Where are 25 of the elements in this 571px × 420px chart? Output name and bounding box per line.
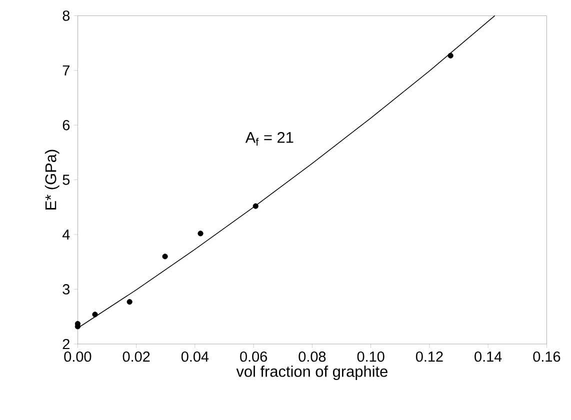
y-tick-label: 6 bbox=[62, 120, 70, 130]
y-tick-label: 3 bbox=[62, 284, 70, 294]
y-tick-label: 5 bbox=[62, 174, 70, 185]
annotation: A$_{f}$ = 21 bbox=[245, 132, 294, 146]
y-tick-label: 8 bbox=[62, 10, 70, 21]
point bbox=[198, 230, 204, 236]
x-tick-label: 0.00 bbox=[64, 352, 92, 362]
x-tick-label: 0.16 bbox=[533, 352, 560, 362]
x-tick-label: 0.02 bbox=[122, 352, 150, 362]
x-tick-label: 0.14 bbox=[474, 352, 502, 362]
x-tick-label: 0.04 bbox=[181, 352, 209, 362]
point bbox=[252, 203, 258, 209]
y-tick-label: 2 bbox=[62, 338, 70, 350]
x-tick-label: 0.10 bbox=[357, 352, 384, 362]
y-tick-label: 7 bbox=[62, 65, 70, 76]
x-tick-label: 0.06 bbox=[240, 352, 268, 362]
x-axis-title: vol fraction of graphite bbox=[236, 366, 388, 380]
point bbox=[92, 312, 98, 318]
point bbox=[162, 254, 168, 260]
y-axis-title: E* (GPa) bbox=[44, 150, 60, 210]
point bbox=[448, 52, 454, 58]
point bbox=[126, 299, 132, 305]
x-tick-label: 0.08 bbox=[298, 352, 326, 362]
y-tick-label: 4 bbox=[62, 230, 70, 240]
x-tick-label: 0.12 bbox=[416, 352, 443, 362]
